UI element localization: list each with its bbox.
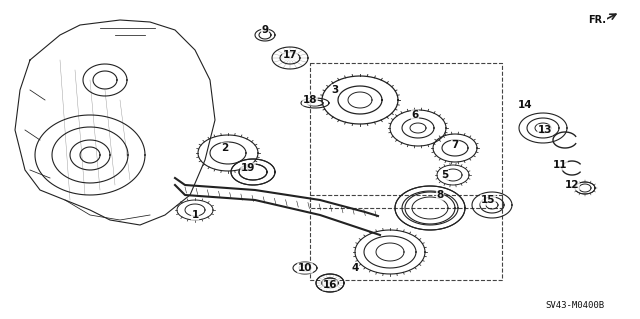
- Text: 6: 6: [412, 110, 419, 120]
- Text: 14: 14: [518, 100, 532, 110]
- Text: 4: 4: [351, 263, 358, 273]
- Text: 11: 11: [553, 160, 567, 170]
- Bar: [310, 63, 502, 208]
- Text: 13: 13: [538, 125, 552, 135]
- Text: 9: 9: [261, 25, 269, 35]
- Text: 18: 18: [303, 95, 317, 105]
- Text: 3: 3: [332, 85, 339, 95]
- Text: 10: 10: [298, 263, 312, 273]
- Text: 7: 7: [451, 140, 459, 150]
- Bar: [310, 195, 502, 280]
- Text: 5: 5: [442, 170, 449, 180]
- Text: FR.: FR.: [588, 15, 606, 25]
- Text: 17: 17: [283, 50, 298, 60]
- Text: 15: 15: [481, 195, 495, 205]
- Text: 8: 8: [436, 190, 444, 200]
- Text: 1: 1: [191, 210, 198, 220]
- Text: SV43-M0400B: SV43-M0400B: [545, 301, 604, 310]
- Text: 16: 16: [323, 280, 337, 290]
- Text: 12: 12: [564, 180, 579, 190]
- Text: 2: 2: [221, 143, 228, 153]
- Text: 19: 19: [241, 163, 255, 173]
